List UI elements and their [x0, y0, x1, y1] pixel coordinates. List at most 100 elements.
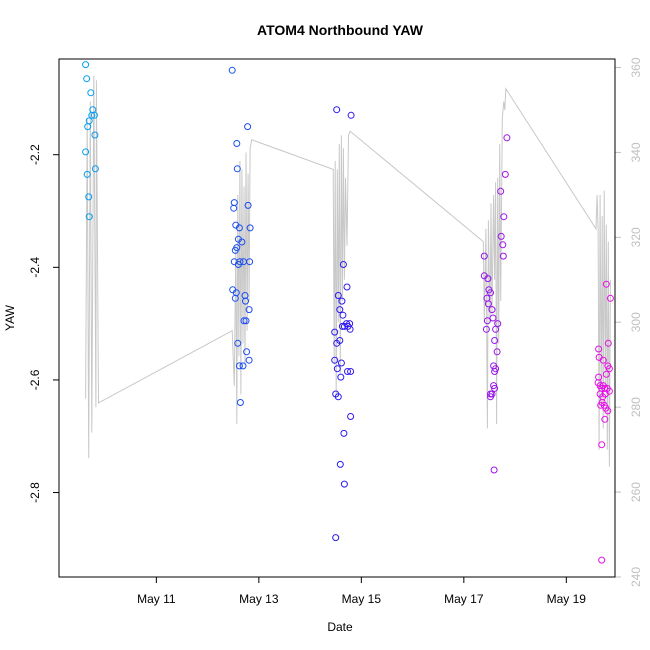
data-point: [347, 413, 355, 420]
data-point: [231, 246, 239, 254]
data-point: [503, 134, 511, 142]
data-point: [245, 356, 253, 364]
data-point: [339, 261, 347, 268]
data-point: [336, 460, 344, 468]
data-point: [344, 368, 351, 375]
data-point: [497, 232, 505, 240]
data-point: [489, 314, 497, 322]
data-point: [346, 325, 354, 333]
data-point: [234, 261, 242, 268]
data-point: [87, 89, 95, 97]
data-point: [491, 384, 499, 392]
data-point: [493, 348, 501, 356]
data-point: [497, 187, 505, 195]
data-point: [602, 280, 610, 288]
data-point: [238, 238, 246, 246]
data-point: [347, 368, 355, 375]
data-point: [333, 365, 341, 373]
data-point: [332, 534, 340, 542]
data-point: [604, 339, 612, 347]
data-point: [84, 123, 92, 131]
data-point: [500, 213, 508, 221]
data-point: [480, 252, 488, 260]
data-point: [245, 306, 253, 314]
data-point: [242, 297, 249, 305]
data-point: [246, 258, 254, 266]
data-point: [334, 292, 342, 299]
data-point: [240, 317, 248, 325]
yaw-degrees-line: [85, 75, 611, 467]
y2-tick-label: 360: [629, 57, 643, 77]
data-point: [490, 466, 498, 474]
data-point: [331, 328, 339, 336]
data-point: [234, 339, 242, 347]
data-point: [331, 356, 339, 364]
data-point: [599, 356, 607, 364]
y2-tick-label: 240: [629, 567, 643, 587]
data-point: [91, 165, 99, 173]
y-tick-label: -2.6: [28, 369, 42, 390]
data-point: [82, 148, 90, 156]
data-point: [491, 368, 499, 375]
plot-frame: [58, 58, 616, 578]
data-point: [236, 399, 244, 406]
data-point: [90, 111, 98, 119]
data-point: [231, 294, 239, 302]
data-point: [85, 193, 93, 201]
data-point: [228, 66, 236, 74]
data-point: [246, 224, 254, 232]
data-point: [244, 123, 252, 131]
x-tick-label: May 13: [239, 592, 279, 606]
data-point: [85, 213, 93, 221]
data-point: [82, 61, 90, 69]
data-point: [233, 165, 241, 173]
data-point: [491, 337, 499, 344]
data-point: [338, 297, 346, 305]
data-point: [494, 320, 502, 328]
data-point: [83, 75, 91, 83]
data-point: [88, 111, 96, 119]
data-point: [492, 325, 500, 333]
chart-title: ATOM4 Northbound YAW: [257, 22, 424, 38]
data-point: [487, 289, 494, 297]
y-tick-label: -2.2: [28, 144, 42, 165]
y2-tick-label: 260: [629, 482, 643, 502]
y2-tick-label: 320: [629, 227, 643, 247]
data-point: [499, 252, 507, 260]
data-point: [337, 373, 345, 381]
x-tick-label: May 19: [547, 592, 587, 606]
y-tick-label: -2.8: [28, 482, 42, 503]
data-point: [483, 317, 491, 325]
x-tick-label: May 17: [444, 592, 484, 606]
x-axis-label: Date: [327, 620, 353, 634]
data-point: [83, 170, 91, 178]
data-point: [242, 317, 250, 325]
data-point: [340, 322, 348, 330]
data-point: [482, 325, 490, 333]
data-point: [235, 224, 243, 232]
data-point: [336, 306, 344, 314]
data-point: [333, 339, 341, 347]
yaw-line-series: [85, 75, 611, 467]
x-tick-label: May 15: [342, 592, 382, 606]
data-point: [239, 362, 247, 370]
data-point: [488, 306, 496, 314]
data-point: [340, 480, 348, 488]
data-point: [339, 311, 347, 319]
data-point: [598, 441, 606, 449]
data-point: [604, 407, 612, 415]
data-point: [601, 415, 609, 423]
y2-tick-label: 300: [629, 312, 643, 332]
data-point: [233, 140, 241, 147]
data-point: [595, 345, 603, 353]
y2-tick-label: 340: [629, 142, 643, 162]
data-point: [598, 556, 606, 564]
data-point: [244, 201, 252, 209]
data-point: [484, 275, 492, 283]
yaw-point-series: [82, 61, 614, 564]
data-point: [343, 283, 351, 291]
data-point: [484, 300, 492, 308]
data-point: [347, 111, 355, 119]
data-point: [91, 131, 99, 139]
